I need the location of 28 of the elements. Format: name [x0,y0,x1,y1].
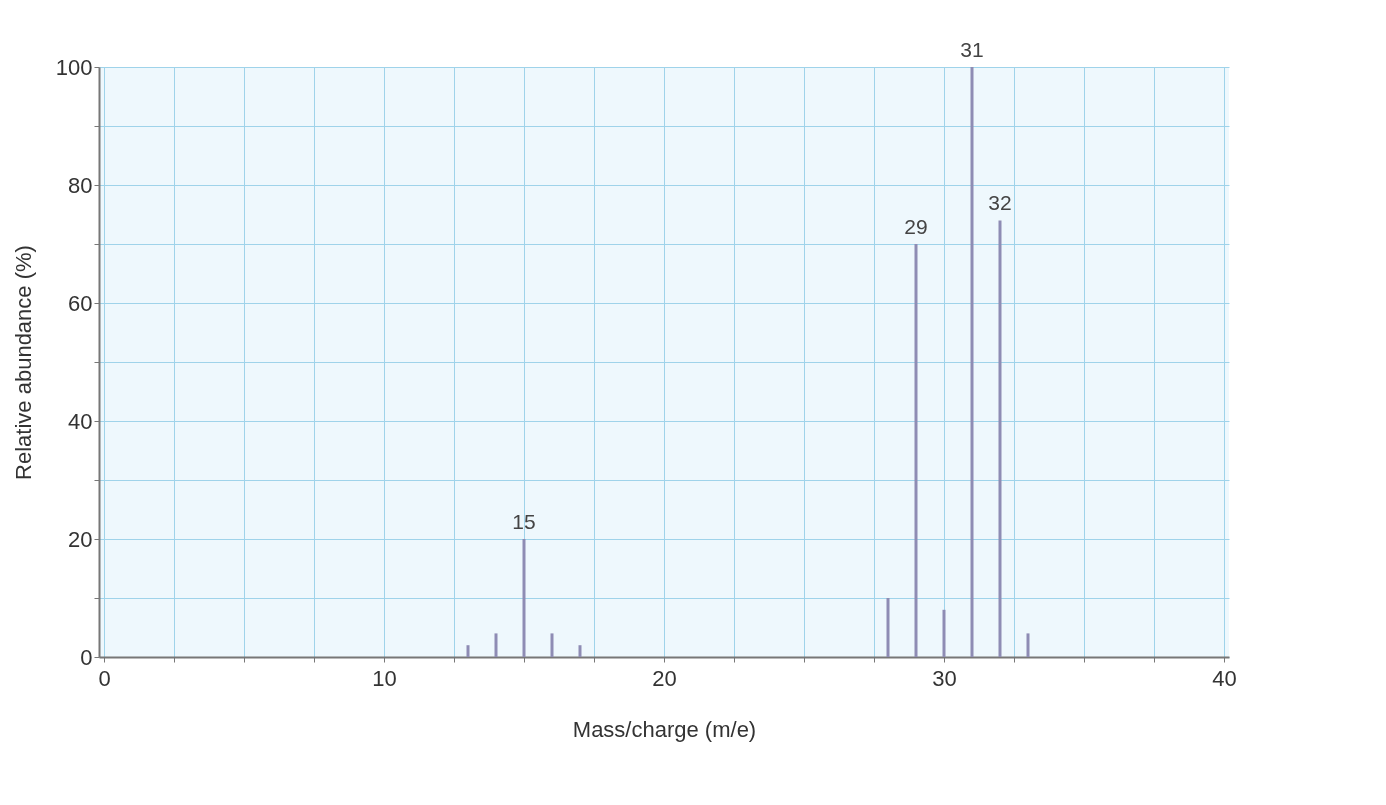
y-tick-label: 100 [55,54,93,80]
annotation: 29 [904,215,928,238]
bar [886,598,890,657]
bar [942,609,946,657]
bar [1026,633,1030,657]
bar [522,539,526,657]
x-axis-title: Mass/charge (m/e) [572,716,757,742]
bar [998,220,1002,657]
x-tick-label: 20 [652,665,677,691]
x-tick-label: 30 [932,665,957,691]
y-tick-label: 80 [68,172,93,198]
annotation: 32 [988,191,1012,215]
annotation: 15 [512,510,536,533]
y-tick-label: 60 [68,290,93,316]
bar [550,633,554,657]
y-tick-label: 20 [68,526,93,552]
x-tick-label: 10 [372,665,397,691]
y-tick-label: 40 [68,408,93,434]
bar [970,67,974,657]
x-tick-label: 0 [98,665,111,691]
y-tick-label: 0 [80,644,93,670]
bar [578,645,582,657]
bar [494,633,498,657]
annotation: 31 [960,38,984,61]
x-tick-label: 40 [1212,665,1237,691]
bar [914,244,918,657]
y-axis-title: Relative abundance (%) [10,245,36,480]
bar [466,645,470,657]
